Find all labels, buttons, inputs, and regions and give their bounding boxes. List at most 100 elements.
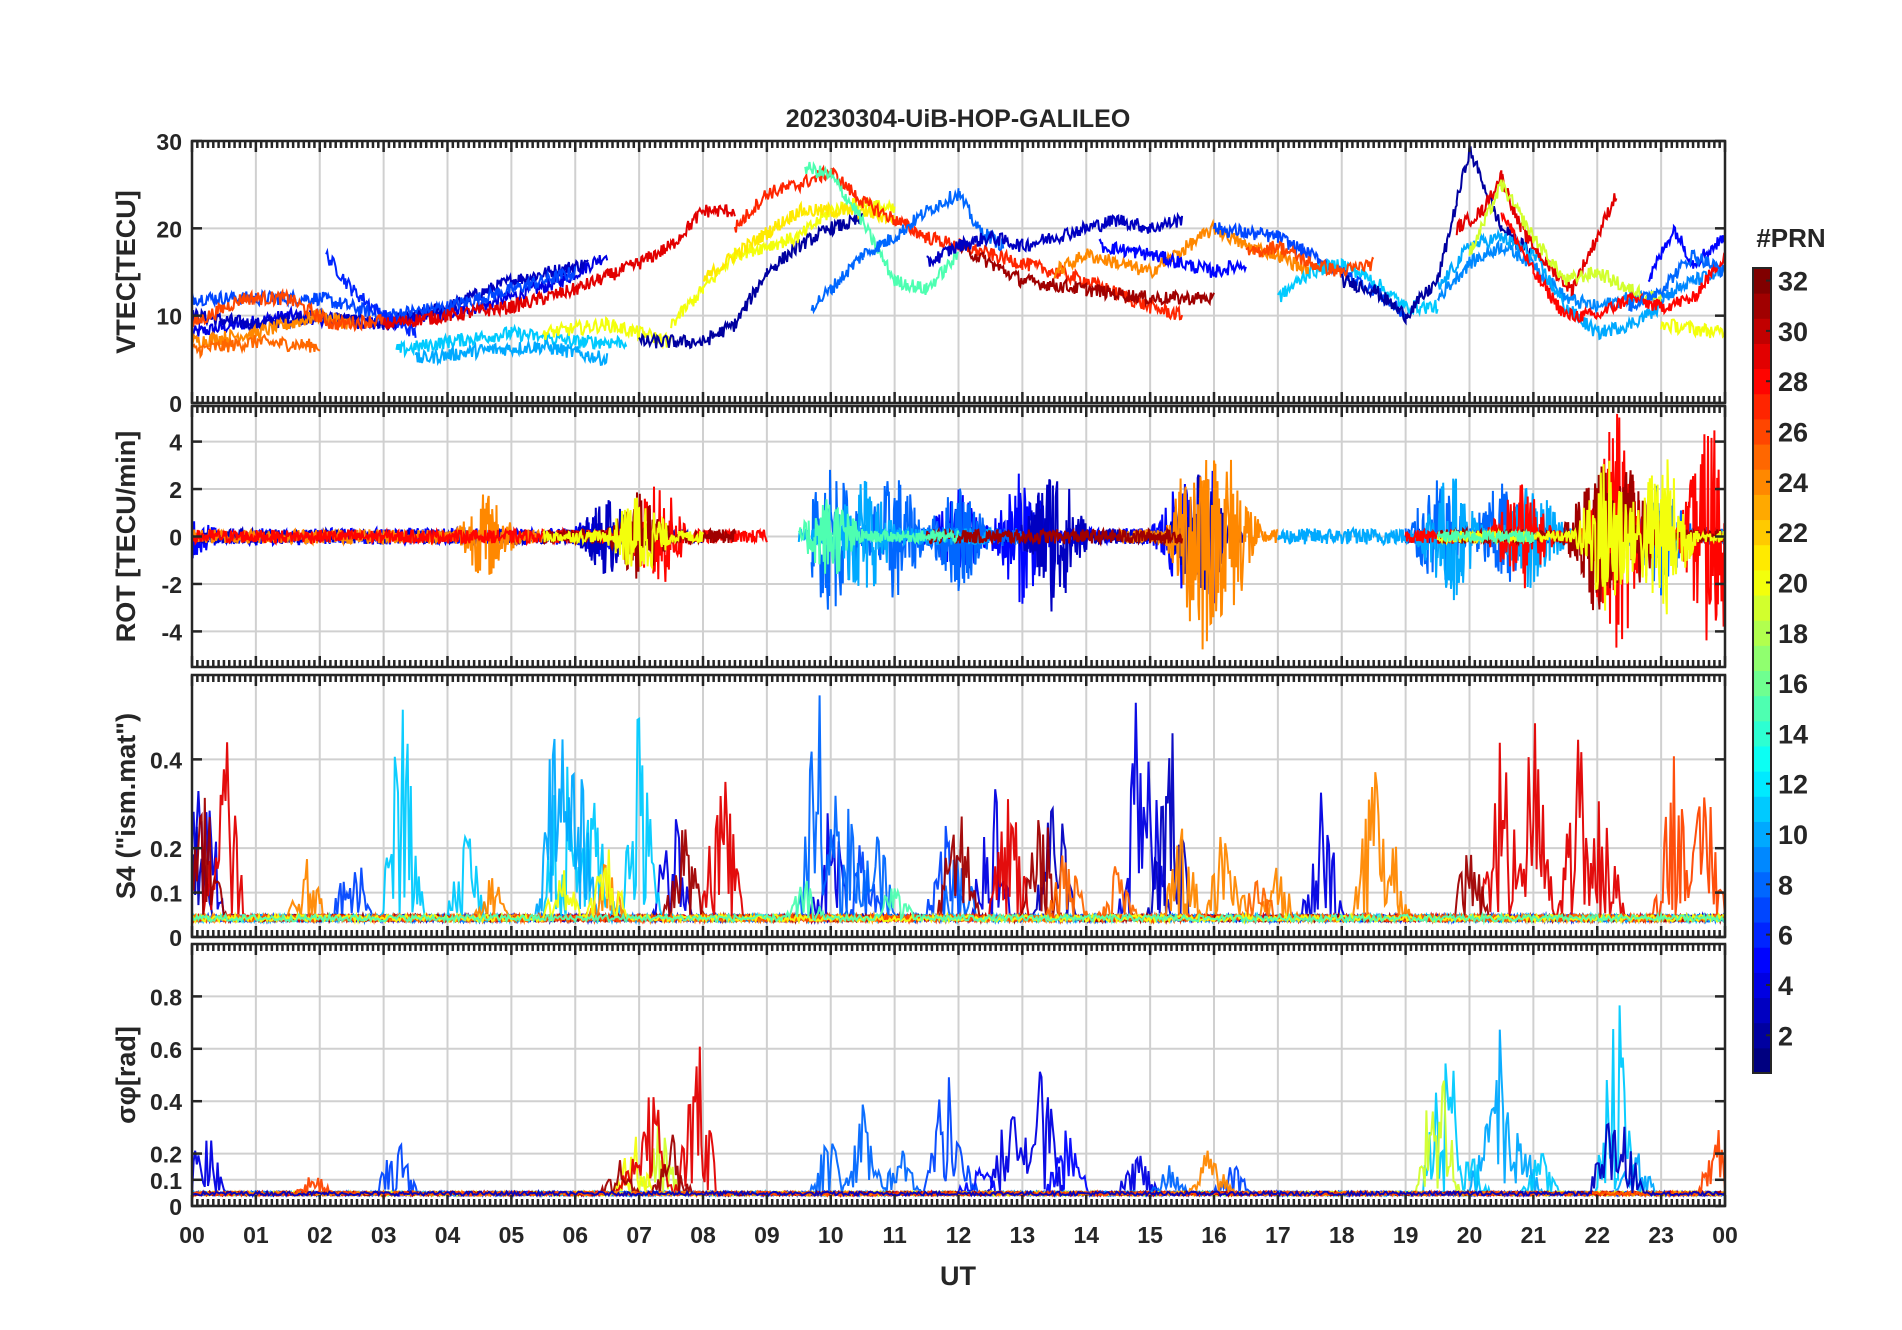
x-tick-label: 14 bbox=[1073, 1222, 1099, 1248]
colorbar-tick-label: 26 bbox=[1778, 418, 1808, 448]
vtec-series-prn-29 bbox=[382, 204, 736, 331]
colorbar-level bbox=[1753, 997, 1771, 1024]
panel-vtec: 0 10 20 30 VTEC[TECU] bbox=[111, 129, 1727, 417]
x-tick-label: 04 bbox=[435, 1222, 461, 1248]
colorbar-tick-label: 24 bbox=[1778, 468, 1808, 498]
x-tick-label: 15 bbox=[1137, 1222, 1163, 1248]
colorbar-level bbox=[1753, 846, 1771, 873]
vtec-series-prn-2 bbox=[638, 212, 864, 350]
y-tick-label-vtec: 0 bbox=[169, 391, 182, 417]
x-tick-label: 09 bbox=[754, 1222, 780, 1248]
y-tick-label-sigma_phi: 0.1 bbox=[150, 1168, 182, 1194]
vtec-series-prn-26 bbox=[1245, 240, 1375, 281]
vtec-series-prn-2 bbox=[1340, 143, 1535, 326]
vtec-series-prn-28 bbox=[1500, 212, 1725, 324]
x-tick-label: 16 bbox=[1201, 1222, 1227, 1248]
panel-s4: 0 0.1 0.2 0.4 S4 ("ism.mat") bbox=[111, 673, 1727, 951]
x-tick-label: 23 bbox=[1648, 1222, 1674, 1248]
y-tick-label-vtec: 20 bbox=[156, 216, 182, 242]
y-tick-label-sigma_phi: 0.2 bbox=[150, 1142, 182, 1168]
x-tick-label: 03 bbox=[371, 1222, 397, 1248]
colorbar-tick-label: 18 bbox=[1778, 619, 1808, 649]
vtec-series-prn-24 bbox=[1053, 218, 1311, 280]
x-tick-label: 12 bbox=[946, 1222, 972, 1248]
colorbar-tick-label: 22 bbox=[1778, 518, 1808, 548]
y-tick-label-sigma_phi: 0.4 bbox=[150, 1089, 182, 1115]
colorbar-level bbox=[1753, 1047, 1771, 1074]
x-tick-label: 20 bbox=[1457, 1222, 1483, 1248]
y-tick-label-rot: -2 bbox=[162, 572, 182, 598]
rot-series-prn-31 bbox=[925, 526, 1184, 547]
colorbar-level bbox=[1753, 444, 1771, 470]
vtec-series-prn-11 bbox=[395, 323, 628, 359]
y-axis-label-s4: S4 ("ism.mat") bbox=[111, 713, 141, 899]
colorbar-level bbox=[1753, 745, 1771, 772]
colorbar-tick-label: 6 bbox=[1778, 921, 1793, 951]
series-vtec bbox=[192, 143, 1725, 367]
vtec-series-prn-20 bbox=[1660, 318, 1725, 339]
vtec-series-prn-8 bbox=[810, 188, 1005, 315]
y-tick-label-sigma_phi: 0.6 bbox=[150, 1037, 182, 1063]
colorbar-tick-label: 14 bbox=[1778, 719, 1808, 749]
colorbar-level bbox=[1753, 519, 1771, 546]
vtec-series-prn-26 bbox=[192, 287, 385, 333]
y-tick-label-vtec: 10 bbox=[156, 304, 182, 330]
colorbar-level bbox=[1753, 645, 1771, 671]
colorbar-level bbox=[1753, 393, 1771, 420]
x-axis-tick-labels: 00 01 02 03 04 05 06 07 08 09 10 11 12 13 14 15 16 17 18 19… bbox=[179, 1222, 1738, 1248]
colorbar-level bbox=[1753, 796, 1771, 822]
colorbar-tick-label: 12 bbox=[1778, 770, 1808, 800]
colorbar-level bbox=[1753, 343, 1771, 370]
colorbar-level bbox=[1753, 896, 1771, 923]
rot-series-prn-28 bbox=[192, 486, 768, 582]
colorbar-level bbox=[1753, 268, 1771, 294]
rot-series-prn-20 bbox=[542, 497, 704, 571]
x-tick-label: 01 bbox=[243, 1222, 269, 1248]
colorbar-tick-label: 32 bbox=[1778, 267, 1808, 297]
x-tick-label: 22 bbox=[1584, 1222, 1610, 1248]
vtec-series-prn-31 bbox=[957, 240, 1215, 308]
x-ticks-rot bbox=[190, 406, 1727, 667]
y-tick-label-s4: 0.1 bbox=[150, 881, 182, 907]
colorbar-tick-label: 10 bbox=[1778, 820, 1808, 850]
colorbar-level bbox=[1753, 620, 1771, 646]
colorbar-level bbox=[1753, 821, 1771, 848]
y-tick-label-sigma_phi: 0.8 bbox=[150, 984, 182, 1010]
colorbar-level bbox=[1753, 972, 1771, 999]
x-tick-label: 02 bbox=[307, 1222, 333, 1248]
y-tick-label-vtec: 30 bbox=[156, 129, 182, 155]
x-ticks-s4 bbox=[190, 675, 1727, 937]
x-tick-label: 19 bbox=[1393, 1222, 1419, 1248]
y-tick-label-s4: 0 bbox=[169, 925, 182, 951]
colorbar-level bbox=[1753, 670, 1771, 697]
y-tick-label-rot: 2 bbox=[169, 477, 182, 503]
y-tick-label-rot: 0 bbox=[169, 525, 182, 551]
vtec-series-prn-20 bbox=[542, 315, 673, 350]
vtec-series-prn-5 bbox=[1098, 238, 1247, 279]
colorbar-level bbox=[1753, 720, 1771, 747]
colorbar-level bbox=[1753, 318, 1771, 344]
vtec-series-prn-5 bbox=[1647, 223, 1725, 283]
colorbar-level bbox=[1753, 595, 1771, 621]
x-tick-label: 07 bbox=[626, 1222, 652, 1248]
colorbar-level bbox=[1753, 418, 1771, 445]
colorbar-level bbox=[1753, 293, 1771, 319]
x-tick-label: 13 bbox=[1010, 1222, 1036, 1248]
x-tick-label: 00 bbox=[179, 1222, 205, 1248]
colorbar-tick-label: 20 bbox=[1778, 568, 1808, 598]
y-axis-label-rot: ROT [TECU/min] bbox=[111, 431, 141, 642]
y-axis-label-vtec: VTEC[TECU] bbox=[111, 190, 141, 354]
vtec-series-prn-29 bbox=[1455, 170, 1618, 297]
vtec-series-prn-10 bbox=[1437, 228, 1663, 341]
rot-series-prn-24 bbox=[192, 494, 545, 575]
x-ticks-vtec bbox=[190, 141, 1727, 403]
colorbar-level bbox=[1753, 947, 1771, 973]
vtec-series-prn-25 bbox=[192, 333, 321, 360]
panel-sigma-phi: 00.10.2 0.4 0.6 0.8 σφ[rad] bbox=[111, 942, 1727, 1220]
colorbar-level bbox=[1753, 469, 1771, 495]
colorbar-tick-label: 28 bbox=[1778, 367, 1808, 397]
colorbar-level bbox=[1753, 544, 1771, 571]
colorbar-level bbox=[1753, 871, 1771, 898]
